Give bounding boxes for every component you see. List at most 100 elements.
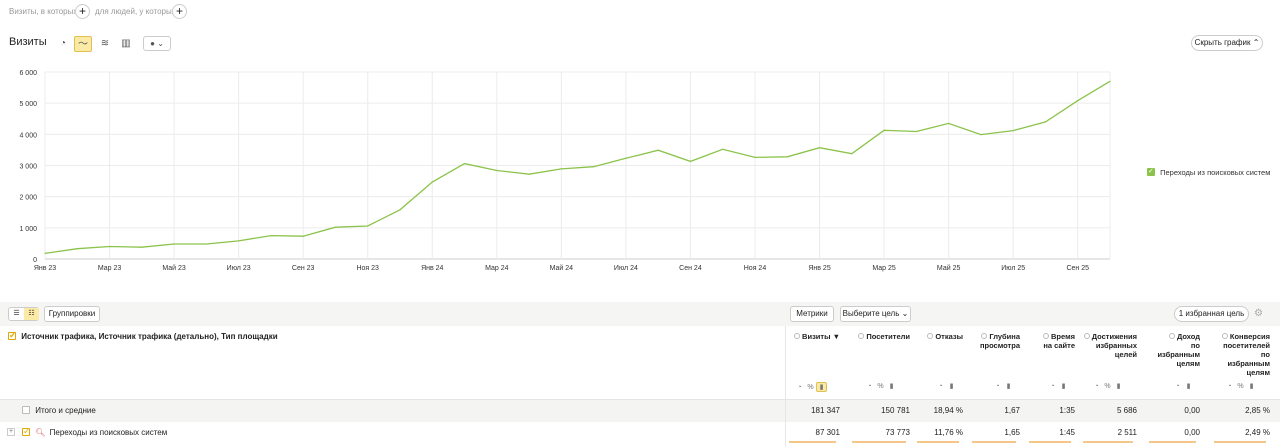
bars-icon[interactable]: ▮ xyxy=(1116,383,1121,390)
data-point xyxy=(1077,100,1079,102)
line-chart-icon[interactable]: 〜 xyxy=(74,36,92,52)
pie-icon[interactable]: ◔ xyxy=(1050,383,1055,390)
data-point xyxy=(625,157,627,159)
row-checkbox[interactable] xyxy=(22,426,31,437)
data-point xyxy=(463,163,466,165)
pie-icon[interactable]: ◔ xyxy=(938,383,943,390)
segment-bar: Визиты, в которых + для людей, у которых… xyxy=(0,0,1280,26)
metric-share-bar xyxy=(789,441,836,443)
chart-header: Визиты ◔ 〜 ≋ ▥ ● ⌄ Скрыть график ⌃ xyxy=(0,32,1280,54)
data-point xyxy=(689,160,692,163)
y-tick-label: 4 000 xyxy=(19,132,37,139)
y-tick-label: 1 000 xyxy=(19,226,37,233)
percent-icon[interactable]: % xyxy=(807,384,814,391)
metric-cell: 2,49 % xyxy=(1245,428,1270,437)
bars-icon[interactable]: ▮ xyxy=(816,382,827,392)
table-row[interactable]: + 🔍︎ Переходы из поисковых систем 87 301… xyxy=(0,422,1280,444)
metrics-button[interactable]: Метрики xyxy=(790,306,834,322)
tree-view-icon[interactable]: ☷ xyxy=(24,308,39,320)
pie-chart-icon[interactable]: ◔ xyxy=(59,38,67,49)
pie-icon[interactable]: ◔ xyxy=(995,383,1000,390)
expand-icon[interactable]: + xyxy=(7,428,15,436)
x-tick-label: Сен 23 xyxy=(292,265,315,272)
pie-icon[interactable]: ◔ xyxy=(1094,383,1099,390)
data-point xyxy=(754,156,756,158)
goal-select[interactable]: Выберите цель ⌄ xyxy=(840,306,911,322)
row-checkbox[interactable] xyxy=(22,406,30,414)
favorite-goals-button[interactable]: 1 избранная цель xyxy=(1174,306,1249,322)
dimension-header[interactable]: Источник трафика, Источник трафика (дета… xyxy=(8,330,278,341)
bars-icon[interactable]: ▮ xyxy=(1249,383,1254,390)
y-tick-label: 3 000 xyxy=(19,164,37,171)
data-point xyxy=(205,243,207,245)
info-icon xyxy=(1168,333,1175,339)
chart-legend[interactable]: Переходы из поисковых систем xyxy=(1147,167,1270,177)
metric-cell: 181 347 xyxy=(811,406,840,415)
x-tick-label: Июл 23 xyxy=(227,265,251,272)
bars-icon[interactable]: ▮ xyxy=(1006,383,1011,390)
report-title: Визиты xyxy=(9,36,47,48)
add-people-segment-button[interactable]: + xyxy=(172,4,187,19)
table-toolbar: ☰ ☷ Группировки Метрики Выберите цель ⌄ … xyxy=(0,302,1280,326)
bars-icon[interactable]: ▮ xyxy=(1061,383,1066,390)
metric-column-header[interactable]: Доход по избранным целям xyxy=(1145,332,1200,368)
metric-column-header[interactable]: Глубина просмотра xyxy=(968,332,1020,350)
data-point xyxy=(915,130,917,133)
metric-header-label: избранным xyxy=(1157,350,1200,359)
metric-header-label: просмотра xyxy=(979,341,1020,350)
column-chart-icon[interactable]: ▥ xyxy=(121,38,131,49)
select-all-checkbox[interactable] xyxy=(8,330,17,341)
metric-cell: 18,94 % xyxy=(933,406,963,415)
data-point xyxy=(238,240,240,242)
data-point xyxy=(883,129,885,131)
bars-icon[interactable]: ▮ xyxy=(1186,383,1191,390)
metric-column-header[interactable]: Визиты ▼ xyxy=(785,332,840,341)
stacked-area-icon[interactable]: ≋ xyxy=(100,38,110,49)
legend-checkbox[interactable] xyxy=(1147,167,1155,176)
total-label: Итого и средние xyxy=(35,406,96,415)
data-point xyxy=(980,134,982,136)
data-point xyxy=(302,235,304,237)
pie-icon[interactable]: ◔ xyxy=(1227,383,1232,390)
pie-icon[interactable]: ◔ xyxy=(1175,383,1180,390)
metric-share-bar xyxy=(972,441,1016,443)
gear-icon[interactable]: ⚙ xyxy=(1254,308,1263,319)
table-row-total[interactable]: Итого и средние 181 347 150 781 18,94 % 1,6… xyxy=(0,400,1280,422)
metric-header-label: посетителей xyxy=(1223,341,1270,350)
x-tick-label: Июл 24 xyxy=(614,265,638,272)
metric-column-header[interactable]: Конверсия посетителей по избранным целям xyxy=(1210,332,1270,377)
metric-column-header[interactable]: Время на сайте xyxy=(1025,332,1075,350)
pie-icon[interactable]: ◔ xyxy=(797,384,802,391)
metric-header-label: на сайте xyxy=(1043,341,1075,350)
data-point xyxy=(367,225,369,227)
metric-header-label: по xyxy=(1260,350,1270,359)
metric-column-header[interactable]: Достижения избранных целей xyxy=(1079,332,1137,359)
metric-cell: 1:45 xyxy=(1059,428,1075,437)
metric-view-icons: ◔% ▮ xyxy=(864,382,897,390)
metric-header-label: целям xyxy=(1246,368,1270,377)
hide-chart-button[interactable]: Скрыть график ⌃ xyxy=(1191,35,1263,51)
metric-share-bar xyxy=(1149,441,1196,443)
row-label: Итого и средние xyxy=(22,406,96,415)
bars-icon[interactable]: ▮ xyxy=(949,383,954,390)
x-tick-label: Мар 24 xyxy=(485,265,509,272)
view-toggle[interactable]: ☰ ☷ xyxy=(8,307,39,321)
add-visit-segment-button[interactable]: + xyxy=(75,4,90,19)
metric-column-header[interactable]: Посетители xyxy=(848,332,910,341)
data-point xyxy=(334,226,337,228)
metric-column-header[interactable]: Отказы xyxy=(913,332,963,341)
percent-icon[interactable]: % xyxy=(1237,383,1244,390)
groupings-button[interactable]: Группировки xyxy=(44,306,100,322)
info-icon xyxy=(1083,333,1090,339)
percent-icon[interactable]: % xyxy=(1104,383,1111,390)
flat-list-icon[interactable]: ☰ xyxy=(13,310,20,317)
x-tick-label: Ноя 24 xyxy=(744,265,767,272)
search-icon: 🔍︎ xyxy=(35,428,46,437)
x-tick-label: Май 23 xyxy=(162,264,186,272)
annotations-dropdown[interactable]: ● ⌄ xyxy=(143,36,171,51)
percent-icon[interactable]: % xyxy=(877,383,884,390)
data-point xyxy=(173,243,175,245)
bars-icon[interactable]: ▮ xyxy=(889,383,894,390)
pie-icon[interactable]: ◔ xyxy=(867,383,872,390)
column-divider xyxy=(785,326,786,446)
